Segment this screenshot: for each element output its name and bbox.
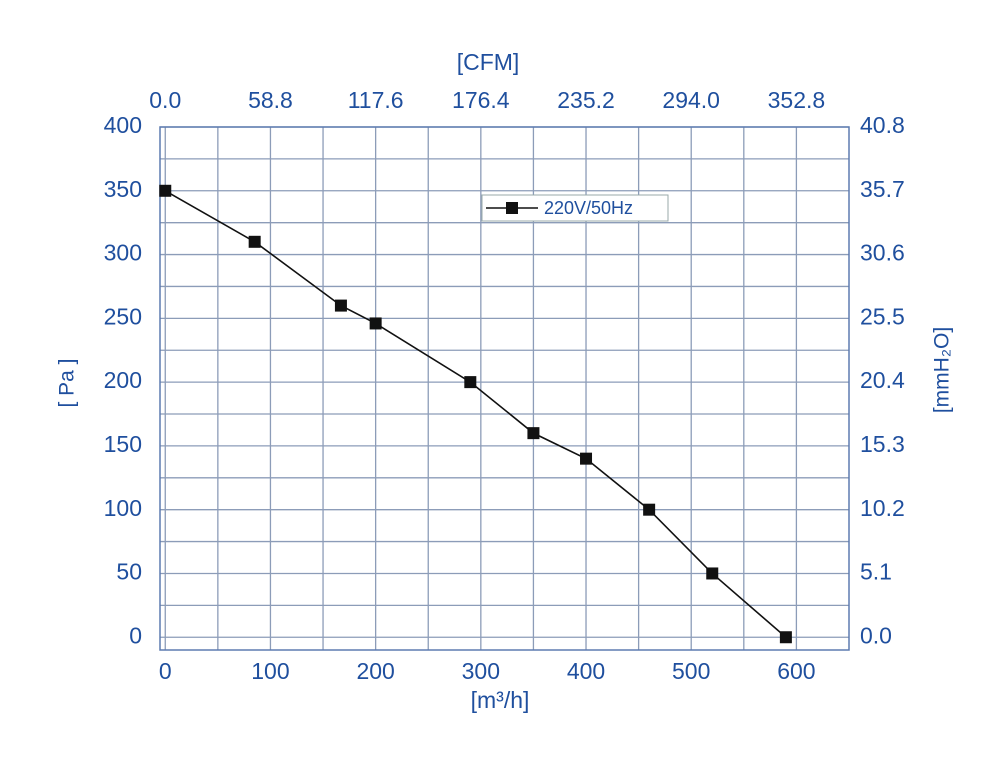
x2-tick-label: 294.0 — [662, 87, 720, 113]
y-tick-label: 0 — [129, 622, 142, 648]
y-tick-label: 150 — [104, 431, 142, 457]
point — [527, 427, 540, 440]
x2-tick-label: 58.8 — [248, 87, 293, 113]
y-tick-label: 400 — [104, 112, 142, 138]
x-tick-label: 300 — [462, 658, 500, 684]
x-tick-label: 100 — [251, 658, 289, 684]
plot-frame — [159, 126, 850, 651]
point — [706, 567, 719, 580]
y2-axis-label: [mmH₂O] — [931, 327, 954, 413]
point — [369, 317, 382, 330]
x-tick-label: 200 — [356, 658, 394, 684]
x2-tick-label: 176.4 — [452, 87, 510, 113]
y2-tick-label: 5.1 — [860, 559, 892, 585]
point — [248, 235, 261, 248]
legend-label: 220V/50Hz — [544, 198, 633, 218]
point — [643, 503, 656, 516]
legend-marker — [506, 202, 518, 214]
x-tick-label: 500 — [672, 658, 710, 684]
point — [464, 376, 477, 389]
y2-tick-label: 10.2 — [860, 495, 905, 521]
y-tick-label: 250 — [104, 303, 142, 329]
y2-tick-label: 30.6 — [860, 240, 905, 266]
x2-tick-label: 0.0 — [149, 87, 181, 113]
x-tick-label: 0 — [159, 658, 172, 684]
y-tick-label: 350 — [104, 176, 142, 202]
x-axis-label: [m³/h] — [471, 687, 530, 713]
x-tick-label: 400 — [567, 658, 605, 684]
x-tick-label: 600 — [777, 658, 815, 684]
y-axis-label: [ Pa ] — [56, 358, 79, 407]
y2-tick-label: 40.8 — [860, 112, 905, 138]
y-tick-label: 100 — [104, 495, 142, 521]
y2-tick-label: 20.4 — [860, 367, 905, 393]
y-tick-label: 200 — [104, 367, 142, 393]
y-tick-label: 50 — [116, 559, 142, 585]
x2-axis-label: [CFM] — [457, 49, 520, 75]
y2-tick-label: 15.3 — [860, 431, 905, 457]
y-tick-label: 300 — [104, 240, 142, 266]
y2-tick-label: 35.7 — [860, 176, 905, 202]
point — [580, 452, 593, 465]
y2-tick-label: 0.0 — [860, 622, 892, 648]
point — [334, 299, 347, 312]
x2-tick-label: 117.6 — [348, 87, 404, 113]
series-line — [164, 190, 787, 638]
y2-tick-label: 25.5 — [860, 303, 905, 329]
point — [779, 631, 792, 644]
x2-tick-label: 352.8 — [768, 87, 826, 113]
point — [159, 184, 172, 197]
x2-tick-label: 235.2 — [557, 87, 615, 113]
